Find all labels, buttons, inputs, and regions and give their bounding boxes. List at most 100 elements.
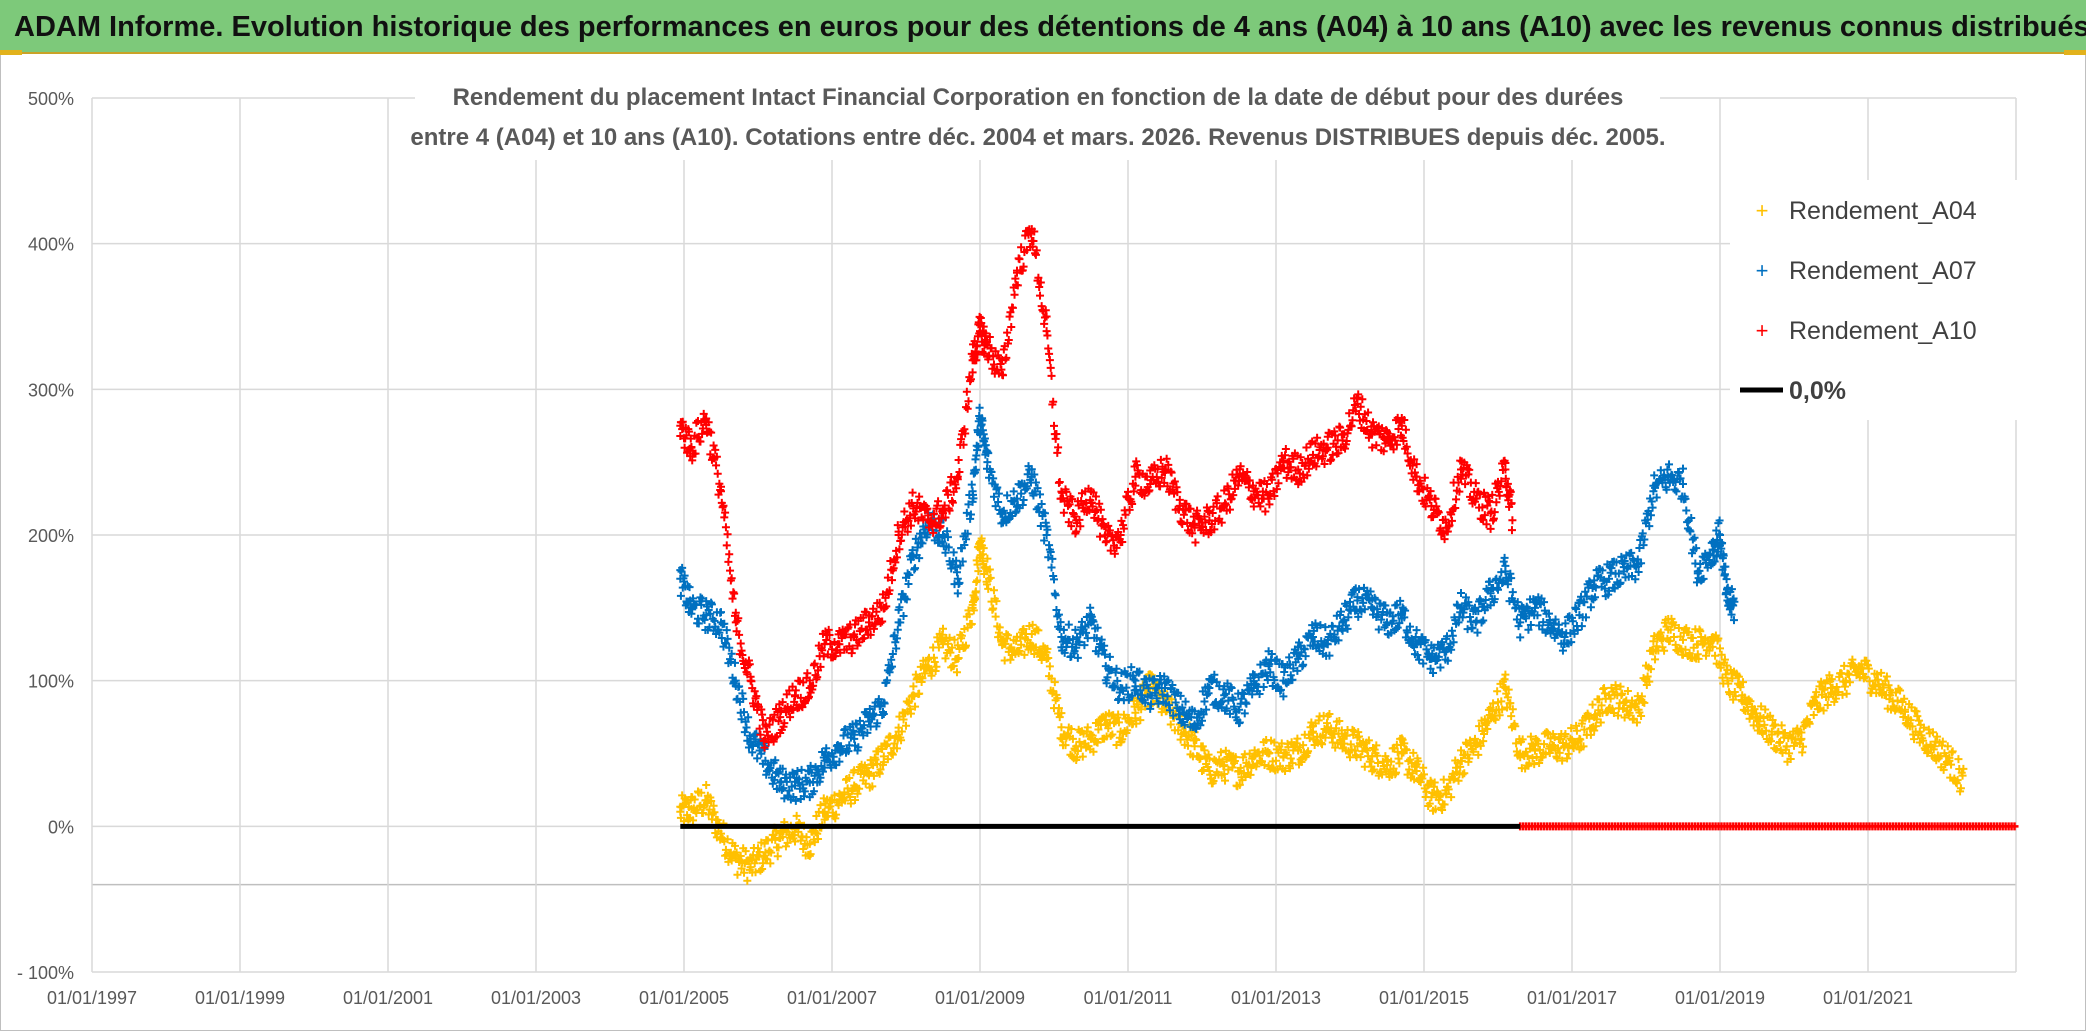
- marker-a04: [1614, 711, 1623, 720]
- marker-a07: [740, 708, 749, 717]
- marker-a07: [963, 529, 972, 538]
- marker-a10: [1471, 479, 1480, 488]
- marker-a04: [1637, 711, 1646, 720]
- marker-a07: [953, 589, 962, 598]
- marker-a04: [1469, 747, 1478, 756]
- data-point-a04: [1442, 790, 1451, 799]
- marker-a07: [1176, 691, 1185, 700]
- marker-a07: [1050, 575, 1058, 584]
- marker-a07: [979, 430, 988, 439]
- marker-a04: [1823, 700, 1832, 709]
- legend-item-a07[interactable]: + Rendement_A07: [1756, 257, 1977, 285]
- marker-a07: [944, 543, 953, 552]
- marker-a07: [1670, 485, 1679, 494]
- data-point-a07: [983, 458, 992, 467]
- marker-a07: [1027, 465, 1036, 474]
- marker-a04: [1736, 683, 1745, 692]
- data-point-a04: [1087, 734, 1095, 743]
- marker-a07: [966, 510, 975, 519]
- marker-a04: [984, 584, 993, 593]
- marker-a04: [1272, 756, 1280, 765]
- marker-a04: [967, 619, 976, 628]
- marker-a07: [739, 694, 748, 703]
- marker-a04: [932, 662, 941, 671]
- marker-a04: [906, 709, 915, 718]
- marker-a04: [1260, 761, 1269, 770]
- marker-a07: [704, 606, 713, 615]
- marker-a07: [855, 716, 864, 725]
- marker-a04: [1497, 697, 1506, 706]
- marker-a07: [1259, 682, 1268, 691]
- legend-item-a10[interactable]: + Rendement_A10: [1756, 317, 1977, 345]
- marker-a04: [1221, 776, 1230, 785]
- marker-a04: [758, 859, 767, 868]
- marker-a04: [1842, 689, 1851, 698]
- marker-a04: [1618, 689, 1627, 698]
- marker-a04: [1714, 634, 1723, 643]
- marker-a04: [730, 841, 739, 850]
- x-tick-label: 01/01/2007: [787, 988, 877, 1008]
- marker-a04: [1893, 696, 1902, 705]
- marker-a07: [680, 571, 689, 580]
- marker-a04: [946, 648, 955, 657]
- marker-a04: [1132, 719, 1141, 728]
- legend-label-a07: Rendement_A07: [1789, 257, 1977, 285]
- marker-a10: [1055, 477, 1064, 486]
- marker-a04: [1879, 683, 1888, 692]
- series-a10-zero-markers: [1516, 822, 2019, 831]
- marker-a04: [1567, 724, 1576, 733]
- marker-a04: [1508, 705, 1517, 714]
- marker-a04: [705, 805, 714, 814]
- y-tick-label: - 100%: [17, 963, 74, 983]
- marker-a04: [1643, 672, 1652, 681]
- data-point-a04: [976, 538, 984, 547]
- grid-lines: [91, 97, 2017, 973]
- marker-a04: [1831, 694, 1840, 703]
- marker-a04: [1780, 728, 1789, 737]
- marker-a04: [1246, 770, 1255, 779]
- data-point-a04: [1886, 691, 1895, 700]
- data-point-a04: [1782, 742, 1791, 751]
- marker-a04: [1054, 704, 1063, 713]
- marker-a07: [1044, 553, 1053, 562]
- marker-a07: [1696, 560, 1705, 569]
- x-tick-label: 01/01/2001: [343, 988, 433, 1008]
- marker-a04: [974, 567, 983, 576]
- data-point-a04: [1294, 746, 1303, 755]
- marker-a04: [1089, 747, 1098, 756]
- marker-a04: [1579, 742, 1588, 751]
- legend-item-a04[interactable]: + Rendement_A04: [1756, 197, 1977, 225]
- marker-a07: [1266, 668, 1275, 677]
- marker-a10: [1281, 444, 1290, 453]
- marker-a04: [1521, 747, 1530, 756]
- marker-a04: [1050, 678, 1059, 687]
- marker-a04: [1660, 646, 1669, 655]
- marker-a07: [1031, 478, 1040, 487]
- marker-a07: [1301, 652, 1310, 661]
- data-point-a07: [1294, 654, 1303, 663]
- marker-a07: [788, 768, 797, 777]
- marker-a04: [697, 788, 706, 797]
- data-point-a07: [1235, 705, 1243, 714]
- marker-a07: [696, 593, 705, 602]
- data-point-a07: [1190, 720, 1199, 729]
- marker-a07: [869, 710, 878, 719]
- marker-a04: [1665, 636, 1674, 645]
- marker-a04: [973, 576, 982, 585]
- marker-a04: [1414, 757, 1423, 766]
- marker-a07: [1068, 642, 1077, 651]
- marker-a07: [1158, 690, 1167, 699]
- data-point-a04: [1412, 766, 1421, 775]
- marker-a04: [1073, 746, 1082, 755]
- marker-a04: [1746, 697, 1755, 706]
- marker-a07: [865, 705, 874, 714]
- marker-a07: [841, 725, 850, 734]
- marker-a07: [1093, 623, 1102, 632]
- marker-a07: [749, 742, 758, 751]
- marker-a04: [824, 803, 833, 812]
- marker-a10: [1046, 363, 1055, 372]
- marker-a04: [995, 623, 1004, 632]
- data-point-a04: [1220, 761, 1229, 770]
- marker-a04: [1198, 742, 1207, 751]
- marker-a04: [1620, 713, 1629, 722]
